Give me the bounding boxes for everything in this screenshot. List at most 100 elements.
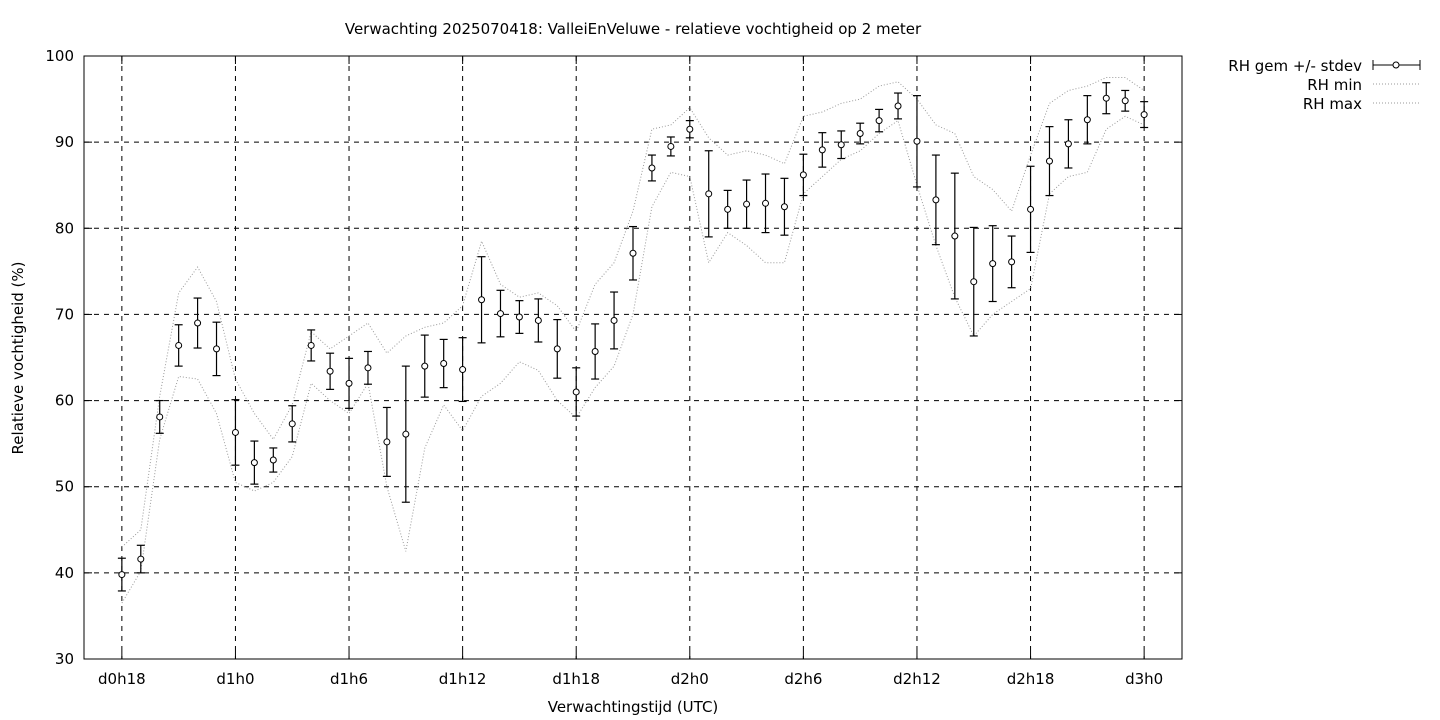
errorbar-point xyxy=(761,173,770,234)
errorbar-point xyxy=(231,399,240,466)
x-axis-label: Verwachtingstijd (UTC) xyxy=(548,698,719,716)
y-tick-label: 90 xyxy=(55,133,74,151)
errorbar-point xyxy=(553,318,562,379)
mean-marker xyxy=(496,310,504,318)
errorbar-point xyxy=(629,225,637,281)
mean-marker xyxy=(932,196,940,204)
rh-max-line xyxy=(121,77,1145,548)
mean-marker xyxy=(1045,157,1053,165)
y-tick-label: 40 xyxy=(55,564,74,582)
errorbar-point xyxy=(572,367,581,417)
mean-marker xyxy=(705,190,713,198)
errorbar-point xyxy=(1045,126,1054,197)
y-tick-label: 30 xyxy=(55,650,74,668)
errorbar-point xyxy=(1083,95,1092,145)
errorbar-point xyxy=(269,447,278,473)
errorbar-point xyxy=(477,256,486,344)
errorbar-point xyxy=(950,172,959,300)
errorbar-point xyxy=(723,189,732,229)
errorbar-point xyxy=(685,120,694,139)
x-axis-ticks: d0h18 d1h0 d1h6 d1h12 d1h18 d2h0 d2h6 d2h12 d2h1… xyxy=(98,56,1163,688)
y-tick-label: 70 xyxy=(55,305,74,323)
mean-marker xyxy=(288,420,296,428)
mean-marker xyxy=(250,459,258,467)
errorbar-point xyxy=(818,132,827,168)
errorbar-point xyxy=(780,177,789,236)
errorbar-point xyxy=(666,136,675,157)
mean-marker xyxy=(799,171,807,179)
mean-marker xyxy=(553,345,561,353)
errorbar-point xyxy=(155,399,164,434)
errorbar-point xyxy=(439,338,448,389)
grid-lines xyxy=(84,56,1182,659)
x-tick-label: d1h12 xyxy=(439,670,487,688)
mean-marker xyxy=(307,341,315,349)
y-tick-label: 100 xyxy=(45,47,74,65)
y-tick-label: 80 xyxy=(55,219,74,237)
mean-marker xyxy=(762,199,770,207)
mean-marker xyxy=(724,205,732,213)
mean-marker xyxy=(364,364,372,372)
legend-label-max: RH max xyxy=(1303,95,1362,113)
rh-min-line xyxy=(121,115,1145,604)
mean-marker xyxy=(591,347,599,355)
mean-marker xyxy=(837,141,845,149)
chart-title: Verwachting 2025070418: ValleiEnVeluwe -… xyxy=(345,20,922,38)
mean-marker xyxy=(970,278,978,286)
mean-marker xyxy=(989,260,997,268)
plot-frame xyxy=(83,55,1183,660)
mean-marker xyxy=(743,200,751,208)
mean-marker xyxy=(1064,140,1072,148)
mean-marker xyxy=(231,428,239,436)
mean-marker xyxy=(629,249,637,257)
errorbar-point xyxy=(875,108,884,133)
errorbar-point xyxy=(193,297,202,349)
mean-marker xyxy=(194,319,202,327)
mean-marker xyxy=(1083,116,1091,124)
mean-marker xyxy=(459,366,467,374)
errorbar-point xyxy=(382,406,391,477)
y-axis-label: Relatieve vochtigheid (%) xyxy=(9,261,27,454)
mean-marker xyxy=(137,555,145,563)
x-tick-label: d2h0 xyxy=(671,670,709,688)
legend-label-min: RH min xyxy=(1307,76,1362,94)
mean-marker xyxy=(326,367,334,375)
mean-marker xyxy=(402,430,410,438)
errorbar-point xyxy=(799,153,808,197)
errorbar-point xyxy=(647,154,656,182)
x-tick-label: d1h0 xyxy=(216,670,254,688)
mean-marker xyxy=(421,362,429,370)
mean-marker xyxy=(534,316,542,324)
errorbar-point xyxy=(496,289,505,338)
errorbar-point xyxy=(610,291,619,350)
rh-mean-errorbars xyxy=(117,82,1149,592)
mean-marker xyxy=(1008,258,1016,266)
rh-min-series xyxy=(121,115,1145,604)
legend-swatch-mean xyxy=(1372,60,1421,70)
mean-marker xyxy=(1140,111,1148,119)
errorbar-point xyxy=(1026,165,1035,254)
mean-marker xyxy=(572,388,580,396)
errorbar-point xyxy=(1140,101,1149,129)
mean-marker xyxy=(894,102,902,110)
mean-marker xyxy=(345,379,353,387)
mean-marker xyxy=(269,456,277,464)
mean-marker xyxy=(515,313,523,321)
errorbar-point xyxy=(1102,82,1111,115)
errorbar-point xyxy=(307,329,316,362)
x-tick-label: d1h6 xyxy=(330,670,368,688)
mean-marker xyxy=(440,360,448,368)
mean-marker xyxy=(118,571,126,579)
mean-marker xyxy=(1121,97,1129,105)
errorbar-point xyxy=(345,357,354,409)
mean-marker xyxy=(1102,94,1110,102)
mean-marker xyxy=(648,164,656,172)
mean-marker xyxy=(667,142,675,150)
x-tick-label: d1h18 xyxy=(552,670,600,688)
errorbar-point xyxy=(856,122,865,145)
mean-marker xyxy=(818,146,826,154)
errorbar-point xyxy=(1007,235,1016,289)
legend: RH gem +/- stdev RH min RH max xyxy=(1228,57,1421,113)
y-axis-ticks: 30 40 50 60 70 80 90 100 xyxy=(45,47,1182,668)
